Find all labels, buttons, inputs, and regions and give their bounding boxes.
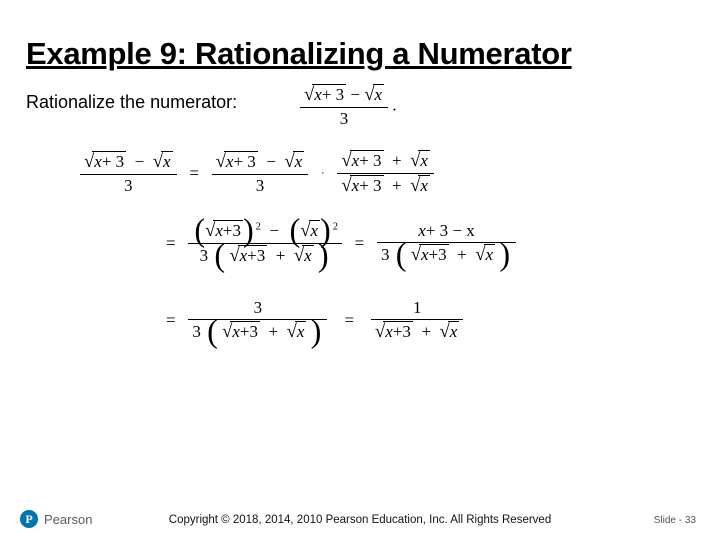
expr-line1: √x+ 3 − √x 3 = √x+ 3 − √x 3 · — [80, 150, 434, 197]
slide-title: Example 9: Rationalizing a Numerator — [26, 36, 572, 72]
slide-number: Slide - 33 — [654, 515, 696, 526]
slide-root: Example 9: Rationalizing a Numerator Rat… — [0, 0, 720, 540]
expr-line2: = √x+32 − √x2 3 √x+3 + √x — [166, 220, 516, 267]
expr-line3: = 3 3 √x+3 + √x = 1 √x+3 — [166, 298, 463, 343]
expr-given: √x+ 3 − √x 3 . — [300, 84, 397, 129]
copyright-text: Copyright © 2018, 2014, 2010 Pearson Edu… — [0, 514, 720, 526]
math-area: √x+ 3 − √x 3 . √x+ 3 − √x 3 = — [60, 80, 640, 420]
